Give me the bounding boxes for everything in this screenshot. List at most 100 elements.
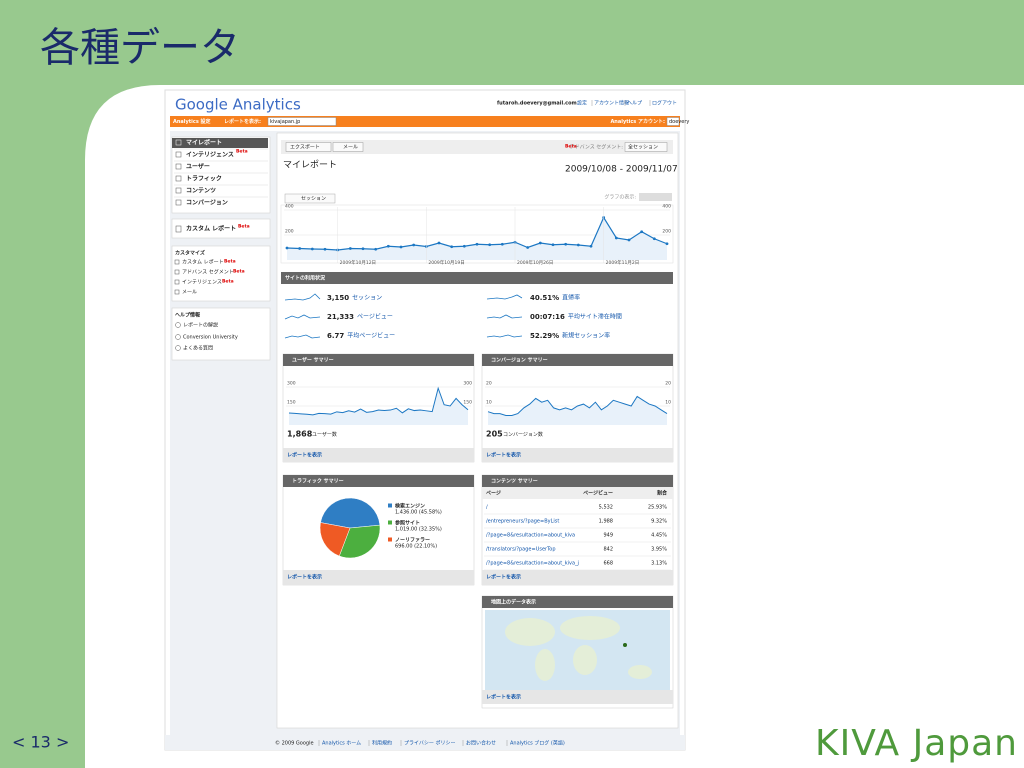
site-select[interactable]: kivajapan.jp: [270, 119, 300, 125]
menu-item[interactable]: トラフィック: [186, 175, 222, 183]
help-icon: [175, 345, 181, 351]
y-tick-label: 20: [665, 381, 671, 387]
point: [576, 243, 580, 247]
account-select[interactable]: doevery: [669, 119, 689, 125]
site-select[interactable]: [267, 117, 337, 126]
menu-item[interactable]: マイレポート: [186, 139, 222, 147]
account-select[interactable]: [666, 117, 680, 126]
footer-link[interactable]: 利用規約: [372, 740, 392, 747]
table-cell: 3.13%: [651, 561, 667, 567]
table-cell: 668: [603, 561, 613, 567]
traffic-report-link[interactable]: レポートを表示: [287, 574, 322, 581]
menu-icon: [174, 289, 180, 295]
segment-beta: アドバンス セグメント:: [570, 144, 624, 151]
user-header: [283, 354, 474, 366]
conversion-footer: [482, 448, 673, 462]
x-tick-label: 2009年10月26日: [517, 259, 553, 266]
segment-button[interactable]: [624, 142, 668, 152]
user-report-link[interactable]: レポートを表示: [287, 452, 322, 459]
y-tick-label: 300: [463, 381, 472, 387]
customize-link[interactable]: メール: [182, 290, 197, 296]
stat-value: 52.29%: [530, 332, 559, 340]
customize-link[interactable]: アドバンス セグメント: [182, 269, 234, 276]
y-tick-label: 400: [285, 204, 294, 210]
traffic-header: [283, 475, 474, 487]
legend-label: 参照サイト: [395, 520, 420, 527]
help-box: [171, 307, 271, 361]
customize-beta: Beta: [222, 279, 234, 285]
menu-item[interactable]: インテリジェンス: [186, 152, 234, 159]
legend-label: 検索エンジン: [395, 503, 425, 510]
point: [665, 242, 669, 246]
graph-view-buttons[interactable]: [639, 193, 672, 201]
header-link[interactable]: ヘルプ: [627, 101, 642, 107]
point: [323, 247, 327, 251]
custom-report-link[interactable]: カスタム レポート: [186, 225, 236, 233]
segment-button[interactable]: 全セッション: [628, 144, 658, 151]
footer-link[interactable]: Analytics ブログ (英語): [510, 740, 565, 747]
email: futaroh.doevery@gmail.com: [497, 101, 577, 107]
menu-item[interactable]: ユーザー: [186, 164, 210, 171]
point: [437, 241, 441, 245]
y-tick-label: 20: [486, 381, 492, 387]
legend-swatch: [388, 503, 392, 508]
pie-slice: [338, 524, 381, 559]
help-link[interactable]: よくある質問: [183, 345, 213, 352]
table-link[interactable]: /?page=8&resultaction=about_kiva_j: [486, 561, 579, 567]
table-link[interactable]: /: [486, 505, 488, 511]
table-cell: 5,532: [599, 505, 613, 511]
table-link[interactable]: /?page=8&resultaction=about_kiva: [486, 533, 575, 539]
footer-link[interactable]: プライバシー ポリシー: [404, 740, 456, 747]
header-link[interactable]: ログアウト: [652, 100, 677, 107]
help-title: ヘルプ情報: [175, 312, 201, 319]
pie-slice: [319, 522, 351, 557]
content-report-link[interactable]: レポートを表示: [486, 574, 521, 581]
table-cell: 842: [603, 547, 613, 553]
map: [485, 610, 670, 690]
table-link[interactable]: /entrepreneurs/?page=ByList: [486, 519, 559, 525]
pie-slice: [320, 497, 381, 529]
mail-button[interactable]: [332, 142, 364, 152]
point: [386, 244, 390, 248]
y-tick-label: 10: [486, 400, 492, 406]
export-button[interactable]: エクスポート: [290, 144, 320, 151]
menu-icon: [174, 279, 180, 285]
y-tick-label: 300: [287, 381, 296, 387]
table-link[interactable]: /translators/?page=UserTop: [486, 547, 556, 553]
header-link[interactable]: 設定: [577, 100, 587, 107]
stat-value: 00:07:16: [530, 313, 565, 321]
help-link[interactable]: Conversion University: [183, 335, 238, 341]
help-link[interactable]: レポートの解説: [183, 322, 218, 329]
metric-button[interactable]: [284, 193, 336, 204]
value-label: 1,436.00 (45.58%): [395, 510, 442, 516]
date-range: 2009/10/08 - 2009/11/07: [565, 165, 678, 175]
map-title: 地図上のデータ表示: [491, 599, 536, 606]
conversion-report-link[interactable]: レポートを表示: [486, 452, 521, 459]
menu-item[interactable]: コンテンツ: [186, 188, 216, 195]
point: [399, 245, 403, 249]
conversion-total: 205: [486, 430, 503, 439]
map-report-link[interactable]: レポートを表示: [486, 694, 521, 701]
header-link[interactable]: アカウント情報: [594, 100, 629, 107]
value-label: 696.00 (22.10%): [395, 544, 437, 550]
menu-icon: [175, 199, 182, 206]
table-cell: 4.45%: [651, 533, 667, 539]
x-tick-label: 2009年11月2日: [606, 259, 640, 266]
main-title: マイレポート: [283, 160, 337, 171]
point: [538, 241, 542, 245]
mail-button[interactable]: メール: [343, 145, 358, 151]
map-footer: [482, 690, 673, 704]
menu-beta[interactable]: Beta: [236, 149, 248, 155]
metric-button[interactable]: セッション: [301, 196, 326, 202]
customize-link[interactable]: カスタム レポート: [182, 259, 224, 266]
stat-label: セッション: [352, 295, 382, 302]
user-total-label: ユーザー数: [312, 431, 337, 438]
export-button[interactable]: [285, 142, 332, 152]
footer-link[interactable]: Analytics ホーム: [322, 741, 361, 747]
menu-item[interactable]: コンバージョン: [186, 199, 228, 207]
customize-link[interactable]: インテリジェンス: [182, 280, 222, 286]
user-title: ユーザー サマリー: [292, 357, 334, 364]
footer-link[interactable]: お問い合わせ: [466, 740, 496, 747]
custom-report-beta: Beta: [238, 224, 250, 230]
point: [627, 238, 631, 242]
